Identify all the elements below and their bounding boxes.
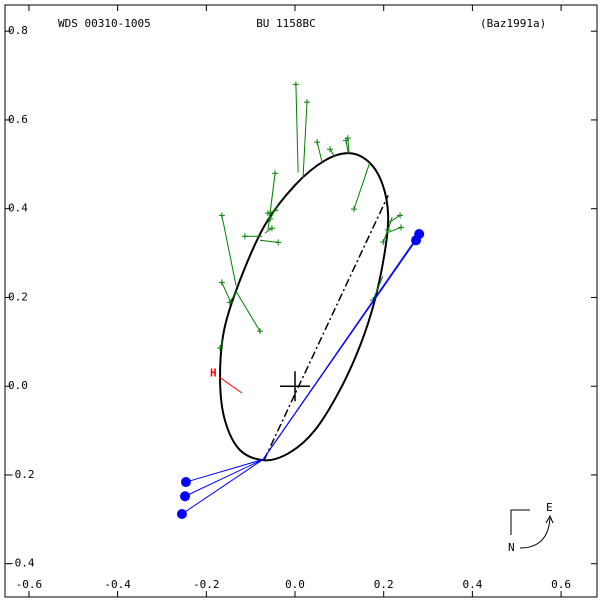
residual — [295, 84, 299, 173]
observation — [397, 224, 404, 231]
compass-east: E — [546, 501, 553, 514]
special-point — [180, 477, 191, 488]
residual — [372, 275, 384, 301]
observation — [275, 239, 282, 246]
special-point — [180, 491, 191, 502]
residual — [382, 228, 389, 243]
observation — [226, 299, 233, 306]
x-tick-label: -0.4 — [104, 578, 131, 591]
residual — [353, 161, 371, 210]
x-tick-label: 0.2 — [374, 578, 394, 591]
residual — [229, 290, 238, 303]
observation — [327, 146, 334, 153]
primary-star — [280, 371, 311, 402]
compass-north: N — [508, 541, 515, 554]
observation — [241, 233, 248, 240]
x-tick-label: -0.6 — [16, 578, 43, 591]
residual — [219, 339, 224, 349]
connector — [262, 239, 417, 460]
observation — [380, 238, 387, 245]
compass-arrowhead — [545, 514, 554, 524]
residual — [267, 173, 276, 231]
observation — [272, 170, 279, 177]
y-tick-label: 0.2 — [8, 290, 28, 303]
residual — [316, 142, 323, 163]
observation — [385, 226, 392, 233]
observation — [292, 81, 299, 88]
compass: N E — [508, 501, 554, 554]
residual — [221, 215, 237, 286]
special-point — [176, 509, 187, 520]
y-tick-label: 0.4 — [8, 202, 28, 215]
residual — [302, 102, 308, 179]
residual — [269, 204, 279, 220]
observation — [344, 135, 351, 142]
observation — [218, 279, 225, 286]
reference-label: (Baz1991a) — [480, 17, 546, 30]
x-tick-label: -0.2 — [193, 578, 220, 591]
frame — [4, 4, 598, 598]
h-marker-line — [219, 376, 243, 394]
residual — [387, 216, 393, 231]
y-tick-label: 0.6 — [8, 113, 28, 126]
residual — [259, 239, 279, 243]
observation — [268, 225, 275, 232]
observation — [256, 328, 263, 335]
observation — [218, 212, 225, 219]
special-point — [411, 235, 422, 246]
y-tick-label: 0.0 — [8, 379, 28, 392]
observation — [350, 206, 357, 213]
residual — [264, 227, 273, 234]
observation — [217, 345, 224, 352]
h-marker-label: H — [210, 366, 217, 379]
connector — [185, 458, 264, 483]
observation — [303, 99, 310, 106]
x-tick-label: 0.0 — [285, 578, 305, 591]
connector — [181, 459, 264, 515]
observation — [397, 212, 404, 219]
y-tick-label: -0.4 — [8, 557, 35, 570]
y-tick-label: 0.8 — [8, 24, 28, 37]
x-tick-label: 0.6 — [551, 578, 571, 591]
compass-axes — [510, 509, 530, 535]
residual — [329, 148, 336, 158]
connector — [184, 458, 264, 497]
wds-label: WDS 00310-1005 — [58, 17, 151, 30]
system-label: BU 1158BC — [256, 17, 316, 30]
line-of-apsides — [263, 195, 389, 461]
observation — [267, 215, 274, 222]
y-tick-label: -0.2 — [8, 468, 35, 481]
residual — [388, 226, 402, 233]
x-tick-label: 0.4 — [462, 578, 482, 591]
observation — [314, 139, 321, 146]
compass-arrow — [519, 517, 551, 549]
residual — [235, 290, 261, 332]
orbit — [219, 152, 390, 462]
